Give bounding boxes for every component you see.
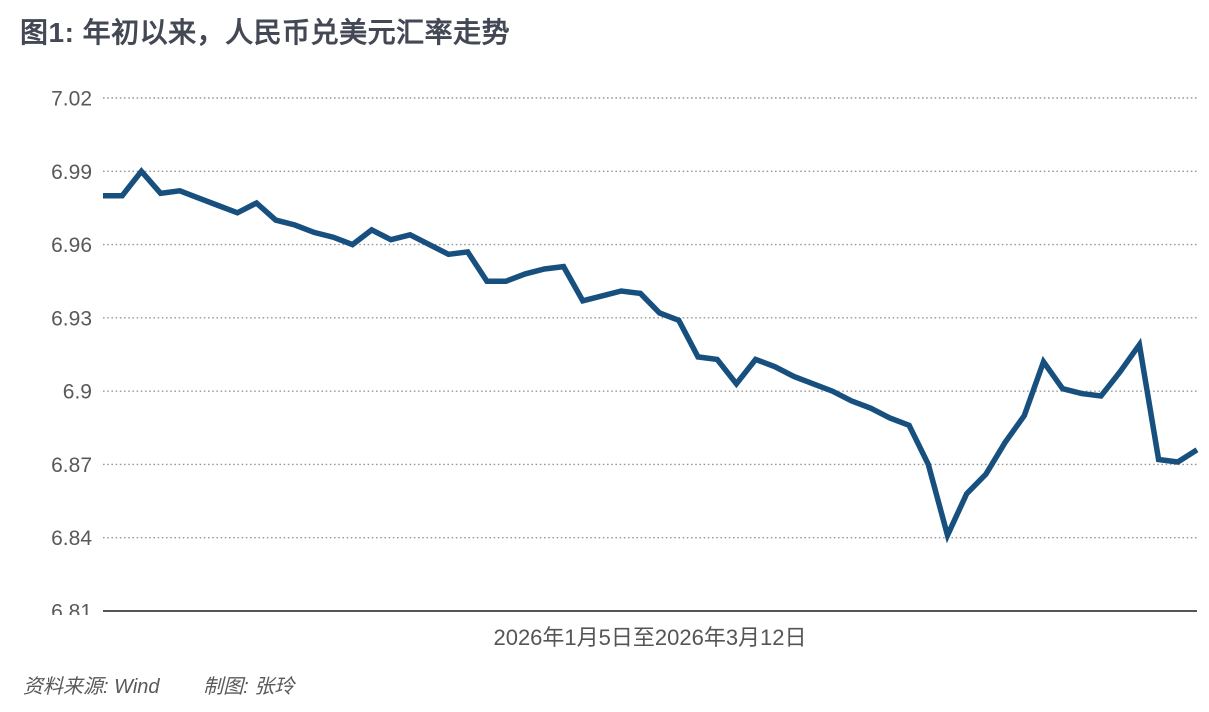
- chart-title: 图1: 年初以来，人民币兑美元汇率走势: [20, 17, 511, 48]
- cny-usd-rate-line: [103, 166, 1199, 544]
- y-tick-label: 6.87: [51, 454, 92, 477]
- y-tick-label: 6.9: [63, 381, 92, 404]
- y-tick-label: 6.93: [51, 307, 92, 330]
- y-tick-label: 7.02: [51, 88, 92, 111]
- x-axis-label: 2026年1月5日至2026年3月12日: [493, 625, 807, 650]
- chart-credit-label: 制图: 张玲: [203, 676, 295, 698]
- y-tick-label: 6.84: [51, 527, 92, 550]
- chart-footer: 资料来源: Wind 制图: 张玲: [23, 670, 1183, 699]
- y-tick-label: 6.99: [51, 161, 92, 184]
- y-tick-label: 6.81: [51, 601, 92, 616]
- data-source-label: 资料来源: Wind: [23, 676, 160, 698]
- y-tick-label: 6.96: [51, 234, 92, 257]
- exchange-rate-line-chart: 7.02 6.99 6.96 6.93 6.9 6.87 6.84 6.81: [51, 88, 1199, 616]
